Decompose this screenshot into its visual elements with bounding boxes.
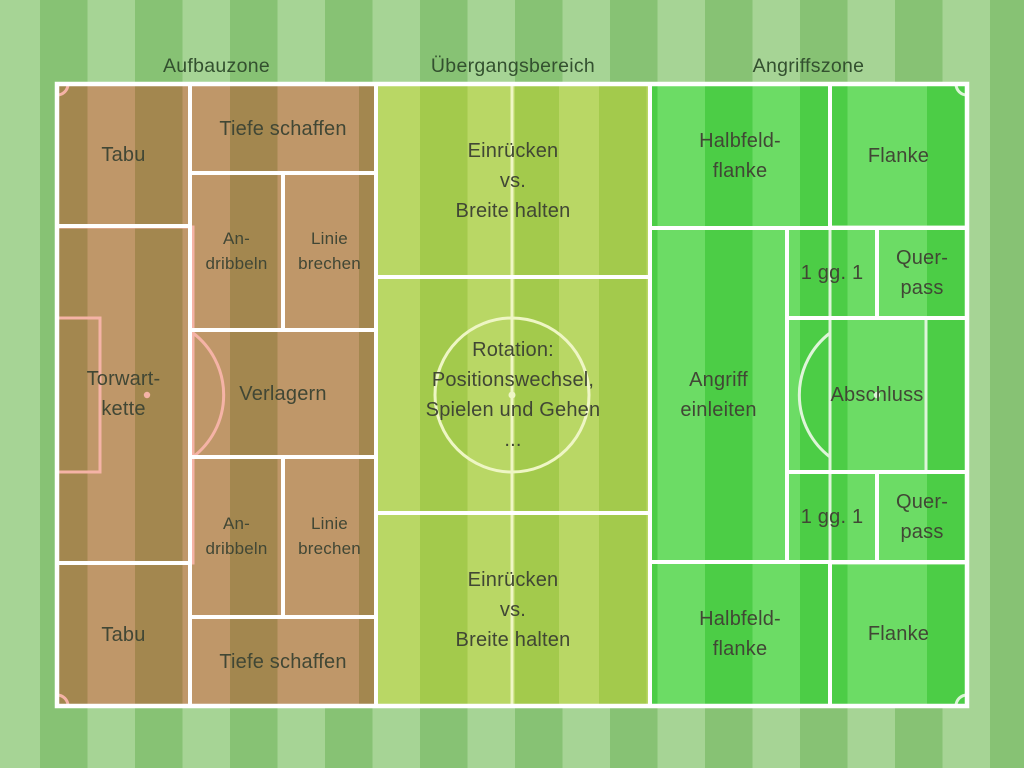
cell-halbfeldflanke-top: Halbfeld- flanke xyxy=(699,130,781,182)
cell-flanke-top: Flanke xyxy=(867,145,930,167)
cell-tabu-top: Tabu xyxy=(101,143,146,166)
header-angriffszone: Angriffszone xyxy=(752,55,865,77)
cell-andribbeln-bottom: An- dribbeln xyxy=(205,514,268,558)
cell-1gg1-bottom: 1 gg. 1 xyxy=(800,506,864,528)
cell-tiefe-schaffen-bottom: Tiefe schaffen xyxy=(219,650,347,673)
cell-halbfeldflanke-bottom: Halbfeld- flanke xyxy=(699,608,781,660)
header-uebergangsbereich: Übergangsbereich xyxy=(430,55,596,77)
cell-linie-brechen-top: Linie brechen xyxy=(298,228,361,273)
cell-einruecken-bottom: Einrücken vs. Breite halten xyxy=(455,568,571,651)
cell-flanke-bottom: Flanke xyxy=(867,623,930,645)
cell-tabu-bottom: Tabu xyxy=(101,623,146,646)
header-aufbauzone: Aufbauzone xyxy=(162,55,271,77)
cell-einruecken-top: Einrücken vs. Breite halten xyxy=(455,139,571,222)
cell-tiefe-schaffen-top: Tiefe schaffen xyxy=(219,117,347,140)
cell-abschluss: Abschluss xyxy=(830,384,924,406)
cell-querpass-top: Quer- pass xyxy=(895,247,949,299)
cell-rotation: Rotation: Positionswechsel, Spielen und … xyxy=(425,339,601,451)
cell-1gg1-top: 1 gg. 1 xyxy=(800,262,864,284)
cell-angriff-einleiten: Angriff einleiten xyxy=(680,369,757,421)
cell-linie-brechen-bottom: Linie brechen xyxy=(298,514,361,558)
cell-andribbeln-top: An- dribbeln xyxy=(205,228,268,273)
cell-querpass-bottom: Quer- pass xyxy=(895,491,949,543)
cell-torwartkette: Torwart- kette xyxy=(86,368,161,420)
cell-verlagern: Verlagern xyxy=(239,382,327,405)
